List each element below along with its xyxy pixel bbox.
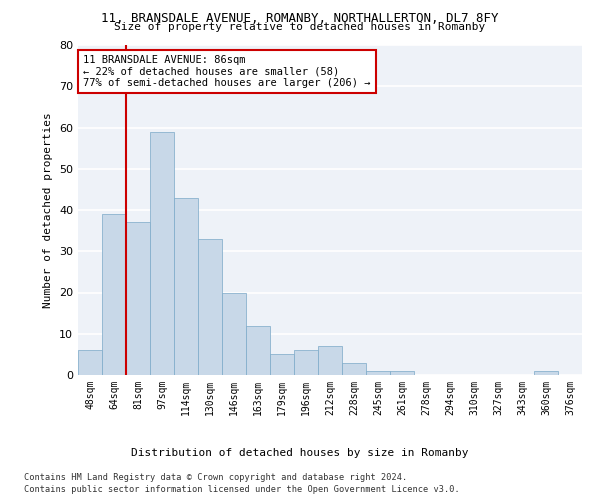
Bar	[174, 198, 198, 375]
Bar	[150, 132, 174, 375]
Text: Size of property relative to detached houses in Romanby: Size of property relative to detached ho…	[115, 22, 485, 32]
Bar	[294, 350, 318, 375]
Text: 11, BRANSDALE AVENUE, ROMANBY, NORTHALLERTON, DL7 8FY: 11, BRANSDALE AVENUE, ROMANBY, NORTHALLE…	[101, 12, 499, 26]
Bar	[222, 292, 246, 375]
Text: Contains public sector information licensed under the Open Government Licence v3: Contains public sector information licen…	[24, 485, 460, 494]
Bar	[534, 371, 558, 375]
Y-axis label: Number of detached properties: Number of detached properties	[43, 112, 53, 308]
Bar	[246, 326, 270, 375]
Bar	[270, 354, 294, 375]
Bar	[318, 346, 342, 375]
Bar	[366, 371, 390, 375]
Bar	[390, 371, 414, 375]
Bar	[102, 214, 126, 375]
Bar	[126, 222, 150, 375]
Text: Distribution of detached houses by size in Romanby: Distribution of detached houses by size …	[131, 448, 469, 458]
Text: Contains HM Land Registry data © Crown copyright and database right 2024.: Contains HM Land Registry data © Crown c…	[24, 472, 407, 482]
Bar	[78, 350, 102, 375]
Bar	[198, 239, 222, 375]
Text: 11 BRANSDALE AVENUE: 86sqm
← 22% of detached houses are smaller (58)
77% of semi: 11 BRANSDALE AVENUE: 86sqm ← 22% of deta…	[83, 55, 371, 88]
Bar	[342, 362, 366, 375]
